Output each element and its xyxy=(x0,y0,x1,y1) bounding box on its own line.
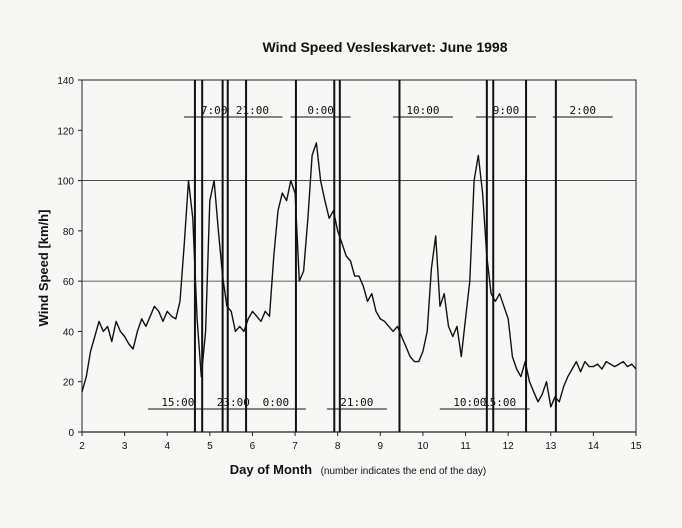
event-label: 0:00 xyxy=(307,104,334,117)
x-tick-label: 6 xyxy=(250,441,256,452)
x-axis-label: Day of Month xyxy=(230,462,312,477)
event-label: 0:00 xyxy=(263,396,290,409)
x-axis-label-group: Day of Month (number indicates the end o… xyxy=(230,461,486,478)
wind-speed-series-line xyxy=(81,142,637,408)
chart-title: Wind Speed Vesleskarvet: June 1998 xyxy=(263,39,508,55)
x-tick-label: 5 xyxy=(207,441,213,452)
x-tick-label: 14 xyxy=(588,441,600,452)
series-group xyxy=(81,142,637,408)
event-label: 10:00 xyxy=(406,104,439,117)
x-tick-label: 10 xyxy=(417,441,429,452)
y-tick-label: 120 xyxy=(57,126,74,137)
event-label: 21:00 xyxy=(340,396,373,409)
grid-lines xyxy=(81,79,637,433)
y-tick-label: 60 xyxy=(63,277,75,288)
y-axis-label: Wind Speed [km/h] xyxy=(36,210,51,327)
event-label: 21:00 xyxy=(236,104,269,117)
event-label: 10:00 xyxy=(453,396,486,409)
event-label: 23:00 xyxy=(217,396,250,409)
y-tick-label: 100 xyxy=(57,177,74,188)
event-label: 7:00 xyxy=(201,104,228,117)
x-tick-label: 11 xyxy=(460,441,471,452)
y-tick-label: 0 xyxy=(68,428,74,439)
x-tick-label: 3 xyxy=(122,441,128,452)
x-tick-label: 9 xyxy=(378,441,384,452)
y-ticks: 0 20 40 60 80 100 120 140 xyxy=(57,76,82,439)
x-tick-label: 8 xyxy=(335,441,341,452)
event-label: 15:00 xyxy=(161,396,194,409)
plot-frame xyxy=(81,79,637,433)
x-tick-label: 12 xyxy=(503,441,515,452)
x-tick-label: 7 xyxy=(292,441,298,452)
x-tick-label: 2 xyxy=(79,441,85,452)
event-label: 15:00 xyxy=(483,396,516,409)
y-tick-label: 140 xyxy=(57,76,74,87)
y-tick-label: 40 xyxy=(63,327,75,338)
event-label: 2:00 xyxy=(569,104,596,117)
event-label: 9:00 xyxy=(493,104,520,117)
x-tick-label: 13 xyxy=(545,441,557,452)
x-axis-label-note: (number indicates the end of the day) xyxy=(321,466,487,477)
y-tick-label: 80 xyxy=(63,227,75,238)
x-ticks: 2 3 4 5 6 7 8 9 10 11 12 13 14 15 xyxy=(79,432,642,452)
y-tick-label: 20 xyxy=(63,378,75,389)
x-tick-label: 15 xyxy=(630,441,642,452)
x-tick-label: 4 xyxy=(164,441,170,452)
event-lines: 7:00 21:00 0:00 10:00 9:00 2:00 15:00 23:00 0:00… xyxy=(147,80,613,432)
